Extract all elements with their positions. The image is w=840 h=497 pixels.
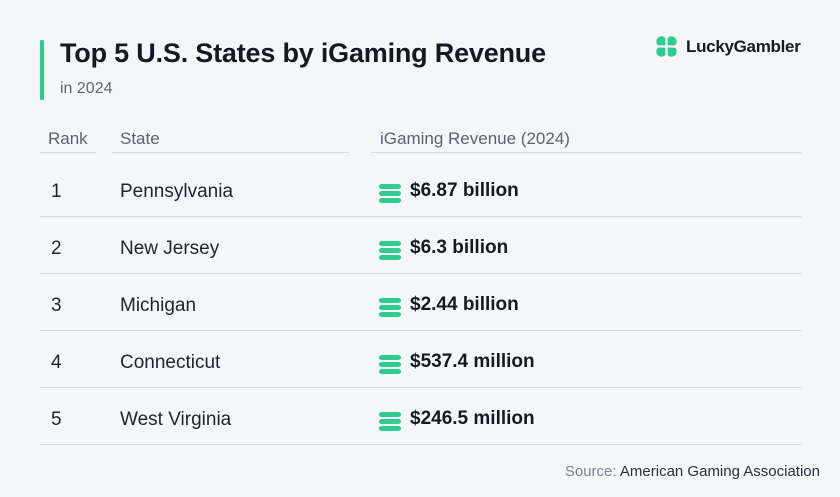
row-divider bbox=[40, 444, 801, 445]
table-row: 1 Pennsylvania $6.87 billion bbox=[0, 170, 840, 227]
row-divider bbox=[40, 216, 801, 217]
brand-logo: LuckyGambler bbox=[654, 34, 801, 59]
coin-stack-icon bbox=[379, 241, 401, 260]
column-header-rank: Rank bbox=[48, 129, 88, 148]
column-header-revenue: iGaming Revenue (2024) bbox=[380, 129, 570, 148]
table-row: 4 Connecticut $537.4 million bbox=[0, 341, 840, 398]
revenue-cell: $2.44 billion bbox=[410, 294, 519, 315]
header-underline-rank bbox=[40, 152, 96, 153]
header-underline-state bbox=[112, 152, 349, 153]
rank-cell: 4 bbox=[51, 352, 62, 373]
table-row: 3 Michigan $2.44 billion bbox=[0, 284, 840, 341]
state-cell: Michigan bbox=[120, 295, 197, 316]
chart-title: Top 5 U.S. States by iGaming Revenue bbox=[60, 38, 546, 68]
rank-cell: 2 bbox=[51, 238, 62, 259]
state-cell: Pennsylvania bbox=[120, 181, 234, 202]
row-divider bbox=[40, 273, 801, 274]
table-row: 2 New Jersey $6.3 billion bbox=[0, 227, 840, 284]
source-label: Source: bbox=[564, 463, 617, 480]
table-row: 5 West Virginia $246.5 million bbox=[0, 398, 840, 455]
rank-cell: 5 bbox=[51, 409, 62, 430]
rank-cell: 1 bbox=[51, 181, 62, 202]
column-header-state: State bbox=[120, 129, 160, 148]
revenue-cell: $6.3 billion bbox=[410, 237, 509, 258]
coin-stack-icon bbox=[379, 355, 401, 374]
revenue-cell: $6.87 billion bbox=[410, 180, 519, 201]
coin-stack-icon bbox=[379, 298, 401, 317]
rank-cell: 3 bbox=[51, 295, 62, 316]
header-underline-revenue bbox=[371, 152, 801, 153]
state-cell: Connecticut bbox=[120, 352, 221, 373]
source-note: Source: American Gaming Association bbox=[565, 463, 820, 480]
revenue-cell: $246.5 million bbox=[410, 408, 535, 429]
chart-subtitle: in 2024 bbox=[60, 80, 113, 97]
revenue-cell: $537.4 million bbox=[410, 351, 535, 372]
coin-stack-icon bbox=[379, 412, 401, 431]
row-divider bbox=[40, 330, 801, 331]
clover-icon bbox=[655, 35, 678, 58]
state-cell: New Jersey bbox=[120, 238, 220, 259]
source-value: American Gaming Association bbox=[619, 463, 820, 480]
brand-name: LuckyGambler bbox=[686, 36, 801, 56]
coin-stack-icon bbox=[379, 184, 401, 203]
state-cell: West Virginia bbox=[120, 409, 232, 430]
row-divider bbox=[40, 387, 801, 388]
title-accent-bar bbox=[40, 40, 44, 100]
